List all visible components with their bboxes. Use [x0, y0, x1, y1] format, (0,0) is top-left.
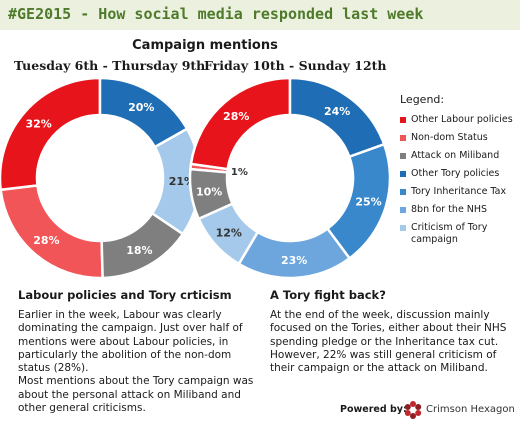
- legend-swatch: [400, 117, 406, 123]
- powered-by-label: Powered by:: [340, 404, 407, 415]
- slice-label: 18%: [126, 244, 152, 257]
- left-section-heading: Labour policies and Tory crticism: [18, 288, 232, 302]
- right-section-body: At the end of the week, discussion mainl…: [270, 309, 515, 375]
- left-section-body: Earlier in the week, Labour was clearly …: [18, 309, 264, 415]
- legend-item: Criticism of Tory campaign: [400, 222, 520, 246]
- legend-item: Non-dom Status: [400, 132, 520, 144]
- paragraph: Most mentions about the Tory campaign wa…: [18, 375, 254, 415]
- chart-1-title: Tuesday 6th - Thursday 9th: [14, 58, 206, 73]
- slice-label: 12%: [216, 227, 242, 240]
- legend-swatch: [400, 225, 406, 231]
- donut-slice: [189, 76, 292, 171]
- header-bar: #GE2015 - How social media responded las…: [0, 0, 520, 30]
- legend-swatch: [400, 207, 406, 213]
- slice-label: 10%: [196, 186, 222, 199]
- legend: Other Labour policies Non-dom Status Att…: [400, 114, 520, 252]
- legend-swatch: [400, 135, 406, 141]
- legend-item: Tory Inheritance Tax: [400, 186, 520, 198]
- legend-item: Other Labour policies: [400, 114, 520, 126]
- donut-charts: 32% 28% 18% 21% 20% 28% 1% 10% 12% 23% 25% 24%: [0, 76, 392, 280]
- legend-swatch: [400, 153, 406, 159]
- slice-label: 23%: [281, 254, 307, 267]
- page-title: #GE2015 - How social media responded las…: [8, 5, 424, 23]
- chart-2-title: Friday 10th - Sunday 12th: [204, 58, 387, 73]
- slice-label: 32%: [26, 118, 52, 131]
- slice-label: 1%: [231, 167, 248, 178]
- slice-label: 20%: [128, 101, 154, 114]
- donut-slice: [0, 184, 104, 280]
- paragraph: At the end of the week, discussion mainl…: [270, 309, 507, 375]
- legend-label: Attack on Miliband: [411, 150, 500, 161]
- legend-item: 8bn for the NHS: [400, 204, 520, 216]
- legend-label: 8bn for the NHS: [411, 204, 488, 215]
- legend-label: Tory Inheritance Tax: [411, 186, 507, 197]
- right-section-heading: A Tory fight back?: [270, 288, 386, 302]
- legend-item: Attack on Miliband: [400, 150, 520, 162]
- legend-label: Other Tory policies: [411, 168, 500, 179]
- donut-slice: [98, 76, 189, 149]
- slice-label: 25%: [355, 196, 381, 209]
- brand-name: Crimson Hexagon: [426, 404, 515, 415]
- legend-label: Non-dom Status: [411, 132, 488, 143]
- legend-label: Other Labour policies: [411, 114, 513, 125]
- legend-item: Other Tory policies: [400, 168, 520, 180]
- legend-title: Legend:: [400, 93, 445, 106]
- chart-section-title: Campaign mentions: [132, 38, 278, 53]
- slice-label: 21%: [169, 175, 195, 188]
- legend-swatch: [400, 189, 406, 195]
- slice-label: 28%: [223, 110, 249, 123]
- crimson-hexagon-logo-icon: [404, 401, 422, 419]
- legend-label: Criticism of Tory campaign: [411, 222, 488, 245]
- slice-label: 24%: [324, 105, 350, 118]
- slice-label: 28%: [33, 234, 59, 247]
- paragraph: Earlier in the week, Labour was clearly …: [18, 309, 243, 375]
- legend-swatch: [400, 171, 406, 177]
- donut-slice: [0, 76, 102, 192]
- donut-slice: [288, 76, 386, 159]
